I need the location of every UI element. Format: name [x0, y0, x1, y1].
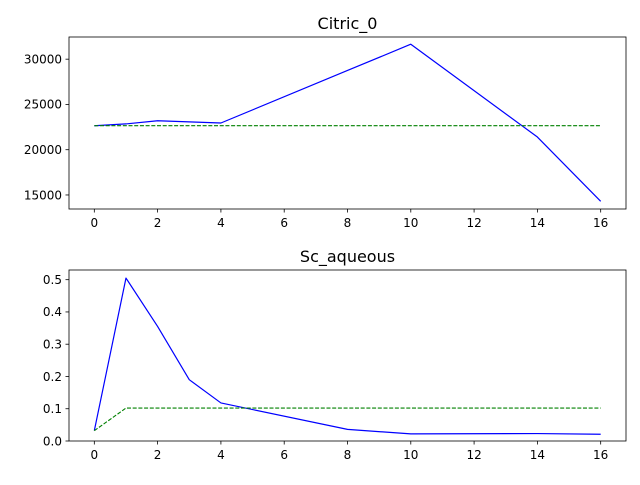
top-axes-frame: [68, 36, 627, 210]
top-x-tick-label: 0: [90, 216, 98, 230]
top-y-tick-label: 15000: [24, 188, 62, 202]
bottom-x-tick-label: 10: [403, 448, 418, 462]
bottom-x-tick-label: 8: [344, 448, 352, 462]
bottom-axes-frame: [68, 269, 627, 442]
bottom-series-line-2: [94, 407, 601, 432]
bottom-y-tick-label: 0.4: [43, 305, 62, 319]
top-x-tick-label: 4: [217, 216, 225, 230]
top-series-line-1: [94, 43, 602, 202]
bottom-x-tick-label: 0: [90, 448, 98, 462]
top-chart-title: Citric_0: [318, 14, 378, 34]
bottom-chart-title: Sc_aqueous: [300, 247, 395, 267]
top-x-tick-label: 12: [466, 216, 481, 230]
top-x-tick-label: 2: [154, 216, 162, 230]
bottom-y-tick-label: 0.5: [43, 273, 62, 287]
top-x-tick-label: 6: [280, 216, 288, 230]
bottom-x-tick-label: 4: [217, 448, 225, 462]
bottom-y-tick-label: 0.1: [43, 402, 62, 416]
bottom-y-tick-label: 0.0: [43, 434, 62, 448]
top-x-tick-label: 8: [344, 216, 352, 230]
bottom-x-tick-label: 2: [154, 448, 162, 462]
top-y-tick-label: 20000: [24, 143, 62, 157]
top-y-tick-label: 30000: [24, 52, 62, 66]
top-y-tick-label: 25000: [24, 98, 62, 112]
top-x-tick-label: 14: [530, 216, 545, 230]
bottom-x-tick-label: 14: [530, 448, 545, 462]
bottom-y-tick-label: 0.3: [43, 338, 62, 352]
bottom-x-tick-label: 16: [593, 448, 608, 462]
bottom-series-line-1: [93, 277, 601, 435]
bottom-x-tick-label: 12: [466, 448, 481, 462]
top-x-tick-label: 10: [403, 216, 418, 230]
bottom-y-tick-label: 0.2: [43, 370, 62, 384]
top-x-tick-label: 16: [593, 216, 608, 230]
bottom-x-tick-label: 6: [280, 448, 288, 462]
